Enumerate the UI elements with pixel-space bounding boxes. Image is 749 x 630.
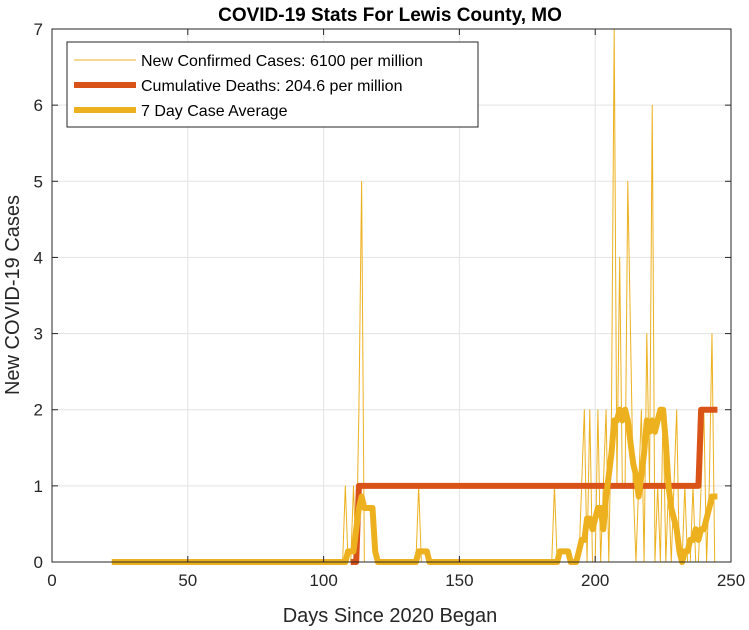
x-tick-label: 150	[445, 571, 473, 590]
y-tick-label: 1	[34, 477, 43, 496]
y-tick-label: 3	[34, 325, 43, 344]
y-tick-label: 2	[34, 401, 43, 420]
legend: New Confirmed Cases: 6100 per million Cum…	[66, 41, 479, 128]
y-tick-label: 5	[34, 172, 43, 191]
x-tick-label: 200	[581, 571, 609, 590]
x-tick-label: 250	[717, 571, 745, 590]
x-tick-label: 0	[47, 571, 56, 590]
y-tick-label: 0	[34, 553, 43, 572]
x-tick-label: 50	[178, 571, 197, 590]
tick-labels: 0 50 100 150 200 250 0 1 2 3 4 5 6 7	[34, 20, 746, 590]
y-tick-label: 4	[34, 248, 43, 267]
legend-entry-1: New Confirmed Cases: 6100 per million	[141, 53, 423, 70]
x-axis-label: Days Since 2020 Began	[283, 605, 498, 627]
y-axis-label: New COVID-19 Cases	[2, 195, 24, 395]
legend-entry-2: Cumulative Deaths: 204.6 per million	[141, 78, 402, 95]
axes-box	[51, 28, 732, 563]
chart-title: COVID-19 Stats For Lewis County, MO	[218, 5, 562, 26]
axes	[51, 28, 732, 563]
y-tick-label: 6	[34, 96, 43, 115]
x-tick-label: 100	[309, 571, 337, 590]
y-tick-label: 7	[34, 20, 43, 39]
legend-entry-3: 7 Day Case Average	[141, 103, 288, 120]
